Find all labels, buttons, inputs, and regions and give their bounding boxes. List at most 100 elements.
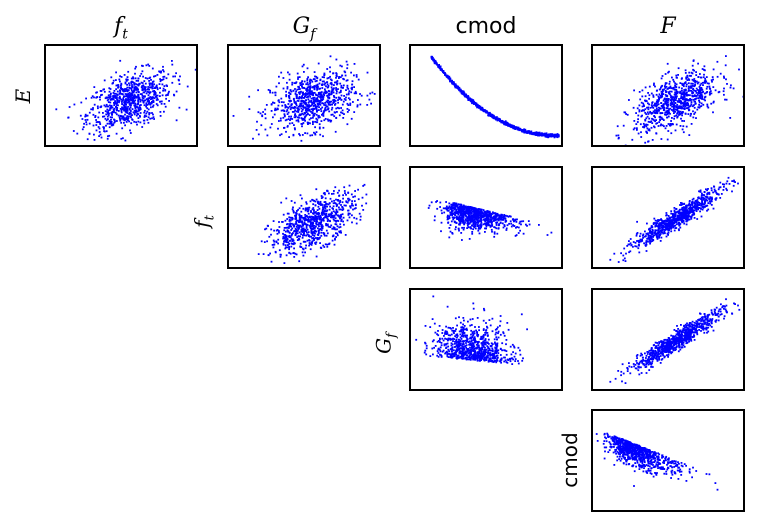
scatter-point <box>131 90 134 93</box>
scatter-point <box>432 58 435 61</box>
scatter-point <box>358 212 361 215</box>
scatter-point <box>301 65 304 68</box>
scatter-point <box>325 216 328 219</box>
scatter-point <box>485 225 488 228</box>
scatter-point <box>315 105 317 108</box>
scatter-point <box>320 108 322 110</box>
scatter-point <box>653 119 655 122</box>
scatter-point <box>158 83 161 85</box>
scatter-point <box>310 79 313 82</box>
scatter-point <box>678 110 680 113</box>
scatter-point <box>471 99 473 101</box>
scatter-point <box>454 228 457 231</box>
scatter-point <box>316 217 319 220</box>
scatter-point <box>482 215 485 218</box>
column-title-ft: ft <box>114 14 128 43</box>
scatter-point <box>307 92 310 95</box>
scatter-point <box>307 107 310 110</box>
scatter-point <box>310 228 313 231</box>
scatter-point <box>148 65 151 67</box>
scatter-point <box>485 214 488 216</box>
scatter-point <box>316 94 319 97</box>
scatter-point <box>323 80 325 83</box>
scatter-point <box>85 123 88 126</box>
scatter-point <box>670 87 673 90</box>
scatter-point <box>125 79 128 82</box>
scatter-point <box>334 102 337 105</box>
scatter-point <box>650 126 653 129</box>
scatter-point <box>499 218 502 221</box>
scatter-point <box>309 88 311 91</box>
scatter-point <box>338 76 340 78</box>
scatter-point <box>150 106 152 109</box>
scatter-point <box>480 221 483 224</box>
scatter-point <box>137 120 140 123</box>
scatter-point <box>136 83 139 86</box>
row-label-gf: Gf <box>371 333 400 354</box>
scatter-point <box>307 83 309 86</box>
scatter-point <box>522 232 525 235</box>
scatter-point <box>320 98 322 101</box>
scatter-point <box>130 95 133 97</box>
scatter-point <box>450 208 453 211</box>
scatter-point <box>688 105 691 108</box>
scatter-point <box>313 235 316 237</box>
scatter-point <box>304 223 307 225</box>
scatter-point <box>141 126 144 128</box>
scatter-point <box>668 124 671 127</box>
scatter-point <box>135 96 138 99</box>
scatter-point <box>369 92 372 95</box>
scatter-point <box>72 130 75 132</box>
scatter-point <box>274 107 277 110</box>
scatter-point <box>687 87 690 90</box>
scatter-point <box>340 215 343 218</box>
scatter-point <box>135 114 138 117</box>
scatter-point <box>498 217 501 220</box>
scatter-point <box>679 125 682 127</box>
scatter-point <box>475 213 478 216</box>
scatter-point <box>316 119 319 121</box>
scatter-point <box>100 90 103 92</box>
scatter-point <box>324 203 327 206</box>
scatter-point <box>346 63 349 66</box>
scatter-point <box>446 74 448 77</box>
scatter-point <box>511 124 514 127</box>
scatter-point <box>278 82 280 85</box>
scatter-point <box>472 213 475 216</box>
scatter-point <box>127 97 129 100</box>
scatter-point <box>148 113 151 116</box>
scatter-point <box>694 81 697 84</box>
scatter-point <box>332 226 335 229</box>
scatter-point <box>666 109 669 112</box>
scatter-point <box>359 93 361 95</box>
scatter-point <box>306 233 309 236</box>
scatter-point <box>692 92 695 94</box>
scatter-point <box>465 215 468 218</box>
scatter-point <box>159 100 162 103</box>
scatter-point <box>670 216 672 219</box>
scatter-point <box>466 216 469 219</box>
scatter-point <box>260 124 263 127</box>
scatter-point <box>339 82 342 85</box>
scatter-point <box>265 104 268 106</box>
scatter-point <box>679 107 682 110</box>
scatter-point <box>305 219 308 221</box>
scatter-point <box>161 79 164 81</box>
scatter-point <box>674 102 677 104</box>
scatter-point <box>344 99 347 101</box>
scatter-point <box>143 114 146 117</box>
scatter-point <box>448 205 451 208</box>
scatter-point <box>160 70 162 73</box>
scatter-point <box>474 102 476 105</box>
scatter-point <box>667 101 669 104</box>
scatter-point <box>264 108 267 111</box>
scatter-point <box>122 97 125 100</box>
scatter-point <box>129 106 132 109</box>
scatter-point <box>155 99 158 101</box>
scatter-point <box>647 120 650 123</box>
scatter-point <box>478 226 480 229</box>
scatter-point <box>371 91 374 94</box>
scatter-point <box>293 247 295 250</box>
scatter-point <box>98 111 101 114</box>
scatter-point <box>672 96 675 99</box>
